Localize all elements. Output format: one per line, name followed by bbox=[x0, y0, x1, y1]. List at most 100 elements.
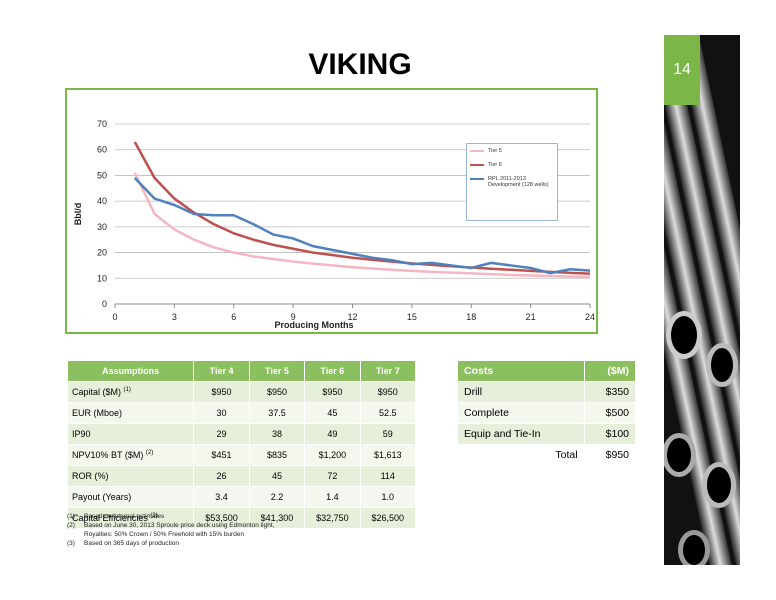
table-row: NPV10% BT ($M) (2) $451 $835 $1,200 $1,613 bbox=[66, 444, 417, 466]
assumptions-table: Assumptions Tier 4 Tier 5 Tier 6 Tier 7 Capit… bbox=[66, 360, 417, 529]
table-cell: $835 bbox=[248, 444, 306, 466]
row-label: IP90 bbox=[66, 423, 195, 445]
footnote-body: Based on 365 days of production bbox=[84, 539, 179, 548]
footnote-line: Based on 365 days of production bbox=[84, 540, 180, 547]
x-tick-label: 0 bbox=[112, 312, 117, 322]
x-axis-label: Producing Months bbox=[275, 320, 354, 330]
table-row: Capital Efficiencies (3) $53,500 $41,300 $3… bbox=[66, 507, 417, 529]
row-label: EUR (Mboe) bbox=[66, 402, 195, 424]
footnote-line: Based on June 30, 2013 Sproule price dec… bbox=[84, 522, 275, 529]
x-tick-label: 21 bbox=[526, 312, 536, 322]
y-axis-label: Bbl/d bbox=[73, 203, 83, 226]
header-cell: Tier 5 bbox=[248, 360, 306, 382]
footnote-body: Based on internal estimates bbox=[84, 512, 164, 521]
table-cell: 26 bbox=[193, 465, 250, 487]
x-tick-label: 3 bbox=[172, 312, 177, 322]
footnote-line: Based on internal estimates bbox=[84, 513, 165, 520]
table-cell: 114 bbox=[359, 465, 417, 487]
legend-swatch bbox=[470, 150, 484, 152]
y-tick-label: 30 bbox=[97, 222, 107, 232]
table-cell: 45 bbox=[248, 465, 306, 487]
header-cell: Tier 7 bbox=[359, 360, 417, 382]
x-tick-label: 18 bbox=[466, 312, 476, 322]
legend-swatch bbox=[470, 178, 484, 180]
row-label: Capital Efficiencies (3) bbox=[66, 507, 195, 529]
footnote-body: Based on June 30, 2013 Sproule price dec… bbox=[84, 521, 274, 539]
table-cell: 29 bbox=[193, 423, 250, 445]
table-cell: 45 bbox=[304, 402, 361, 424]
legend-swatch bbox=[470, 164, 484, 166]
y-tick-label: 0 bbox=[102, 299, 107, 309]
table-cell: 2.2 bbox=[248, 486, 306, 508]
note-ref: (1) bbox=[123, 387, 131, 393]
header-row: Assumptions Tier 4 Tier 5 Tier 6 Tier 7 bbox=[66, 360, 417, 382]
table-cell: 52.5 bbox=[359, 402, 417, 424]
table-row: IP90 29 38 49 59 bbox=[66, 423, 417, 445]
table-cell: $1,200 bbox=[304, 444, 361, 466]
header-row: Costs ($M) bbox=[457, 360, 637, 382]
row-label-text: Payout (Years) bbox=[72, 492, 132, 502]
series-line bbox=[133, 141, 591, 275]
table-row: Drill $350 bbox=[457, 381, 637, 403]
series-line bbox=[133, 172, 591, 279]
series-line bbox=[133, 177, 591, 275]
table-cell: $1,613 bbox=[359, 444, 417, 466]
table-cell: 37.5 bbox=[248, 402, 306, 424]
table-row: Payout (Years) 3.4 2.2 1.4 1.0 bbox=[66, 486, 417, 508]
footnote: (3) Based on 365 days of production bbox=[67, 539, 274, 548]
row-label: NPV10% BT ($M) (2) bbox=[66, 444, 195, 466]
chart-frame bbox=[65, 88, 598, 334]
table-cell: 3.4 bbox=[193, 486, 250, 508]
legend-label: Tier 5 bbox=[488, 148, 502, 154]
row-label-text: ROR (%) bbox=[72, 471, 109, 481]
note-ref: (2) bbox=[145, 450, 154, 456]
header-cell: ($M) bbox=[583, 360, 637, 382]
y-tick-label: 70 bbox=[97, 119, 107, 129]
table-cell: $350 bbox=[583, 381, 637, 403]
footnote-marker: (3) bbox=[67, 540, 75, 547]
x-tick-label: 24 bbox=[585, 312, 595, 322]
table-row: Capital ($M) (1) $950 $950 $950 $950 bbox=[66, 381, 417, 403]
row-label: Capital ($M) (1) bbox=[66, 381, 195, 403]
table-cell: $41,300 bbox=[248, 507, 306, 529]
note-ref: (3) bbox=[150, 513, 158, 519]
row-label-text: Capital Efficiencies bbox=[72, 513, 148, 523]
table-cell: $100 bbox=[583, 423, 637, 445]
table-cell: Equip and Tie-In bbox=[457, 423, 585, 445]
footnote: (1) Based on internal estimates bbox=[67, 512, 274, 521]
table-cell: 30 bbox=[193, 402, 250, 424]
row-label-text: NPV10% BT ($M) bbox=[72, 450, 144, 460]
header-cell: Tier 4 bbox=[193, 360, 250, 382]
header-cell: Costs bbox=[457, 360, 585, 382]
x-tick-label: 15 bbox=[407, 312, 417, 322]
table-row: Total $950 bbox=[457, 444, 637, 466]
table-cell: $950 bbox=[359, 381, 417, 403]
table-cell: $950 bbox=[248, 381, 306, 403]
table-cell: Total bbox=[457, 444, 585, 466]
table-cell: $950 bbox=[304, 381, 361, 403]
table-row: Complete $500 bbox=[457, 402, 637, 424]
footnote-marker: (1) bbox=[67, 513, 75, 520]
footnote-line: Royalties: 50% Crown / 50% Freehold with… bbox=[84, 531, 245, 538]
legend: Tier 5 Tier 6 RPL 2011-2013 Development (1… bbox=[466, 143, 558, 221]
row-label: ROR (%) bbox=[66, 465, 195, 487]
y-tick-label: 40 bbox=[97, 196, 107, 206]
table-cell: Drill bbox=[457, 381, 585, 403]
table-cell: 38 bbox=[248, 423, 306, 445]
table-cell: $950 bbox=[583, 444, 637, 466]
table-cell: 1.4 bbox=[304, 486, 361, 508]
page-number: 14 bbox=[664, 35, 700, 105]
table-cell: $500 bbox=[583, 402, 637, 424]
table-row: ROR (%) 26 45 72 114 bbox=[66, 465, 417, 487]
table-cell: $32,750 bbox=[304, 507, 361, 529]
legend-label: RPL 2011-2013 Development (128 wells) bbox=[488, 176, 549, 188]
pipe-photo bbox=[664, 35, 740, 565]
slide-title: VIKING bbox=[308, 48, 412, 81]
x-tick-label: 9 bbox=[291, 312, 296, 322]
chart: Producing Months Bbl/d 0 10 20 30 40 50 60 70 0 3… bbox=[73, 119, 595, 330]
table-cell: $950 bbox=[193, 381, 250, 403]
table-cell: 49 bbox=[304, 423, 361, 445]
footnote-marker: (2) bbox=[67, 522, 75, 529]
header-cell: Tier 6 bbox=[304, 360, 361, 382]
